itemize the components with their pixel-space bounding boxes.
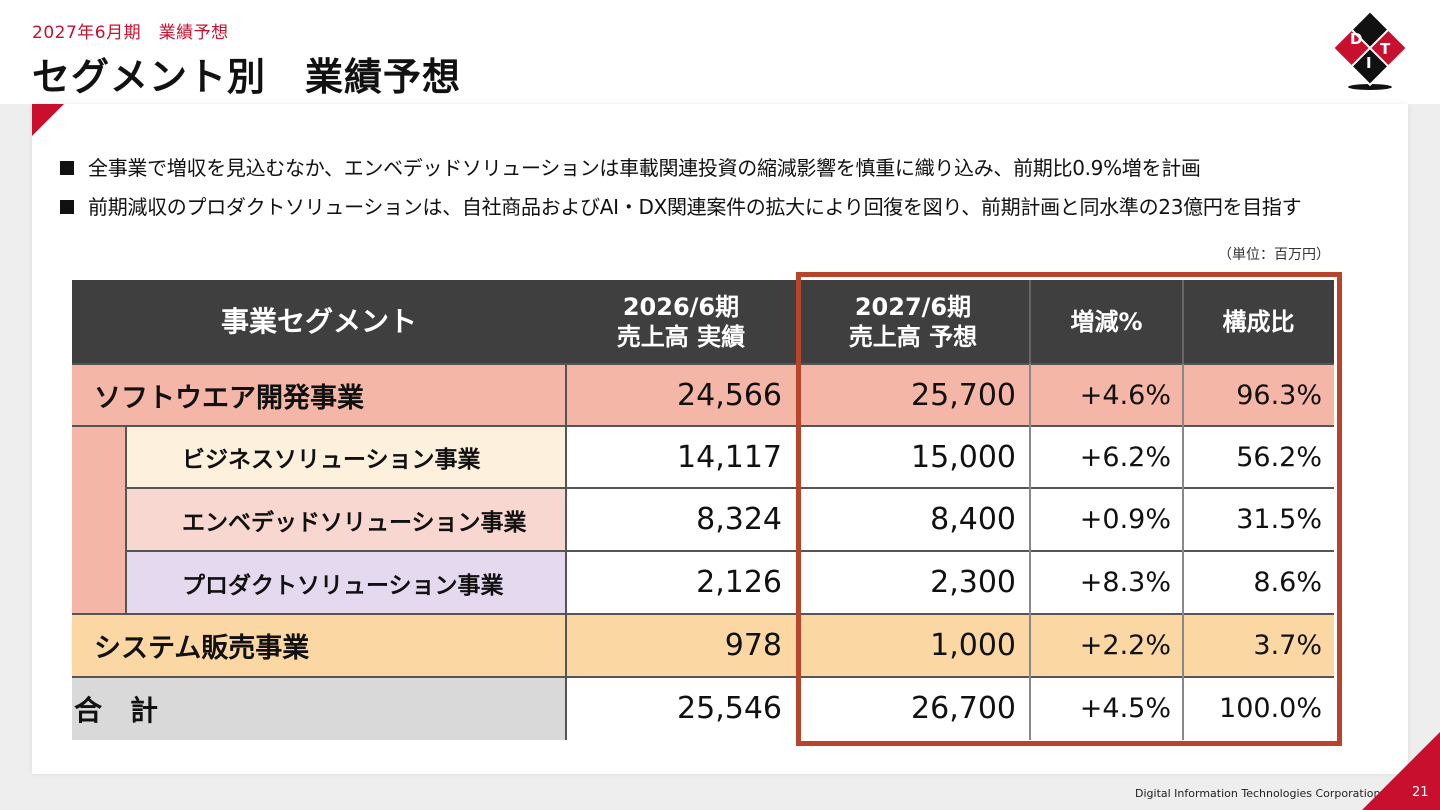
header-bar: 2027年6月期 業績予想 セグメント別 業績予想 D I T xyxy=(0,0,1440,104)
row-system-actual: 978 xyxy=(566,614,796,677)
bullet-text: 前期減収のプロダクトソリューションは、自社商品およびAI・DX関連案件の拡大によ… xyxy=(88,195,1302,219)
row-product-label: プロダクトソリューション事業 xyxy=(126,551,566,614)
header-actual-line2: 売上高 実績 xyxy=(616,323,746,351)
row-embedded-actual: 8,324 xyxy=(566,488,796,551)
row-business-change: +6.2% xyxy=(1030,426,1183,488)
table-divider xyxy=(1029,364,1031,740)
row-software-ratio: 96.3% xyxy=(1183,364,1334,426)
row-total-actual: 25,546 xyxy=(566,677,796,740)
table-divider xyxy=(72,613,1334,615)
unit-note: （単位：百万円） xyxy=(1218,247,1330,263)
bullet-item-2: 前期減収のプロダクトソリューションは、自社商品およびAI・DX関連案件の拡大によ… xyxy=(60,191,1302,220)
row-software-label: ソフトウエア開発事業 xyxy=(72,364,566,426)
row-system-change: +2.2% xyxy=(1030,614,1183,677)
row-business-actual: 14,117 xyxy=(566,426,796,488)
row-total-ratio: 100.0% xyxy=(1183,677,1334,740)
svg-text:T: T xyxy=(1380,40,1391,58)
row-embedded-change: +0.9% xyxy=(1030,488,1183,551)
table-divider xyxy=(565,364,567,740)
header-actual: 2026/6期 売上高 実績 xyxy=(566,280,796,364)
row-software-actual: 24,566 xyxy=(566,364,796,426)
header-forecast-line1: 2027/6期 xyxy=(854,293,972,321)
table-divider xyxy=(126,550,1334,552)
svg-text:D: D xyxy=(1350,30,1362,48)
dit-logo: D I T xyxy=(1331,12,1409,90)
software-group-band xyxy=(72,426,126,614)
header-segment: 事業セグメント xyxy=(72,280,566,364)
row-system-ratio: 3.7% xyxy=(1183,614,1334,677)
row-business-forecast: 15,000 xyxy=(796,426,1030,488)
page-corner-accent xyxy=(1362,732,1440,810)
corner-accent xyxy=(32,104,64,136)
bullet-square-icon xyxy=(60,200,74,214)
row-total-forecast: 26,700 xyxy=(796,677,1030,740)
row-system-label: システム販売事業 xyxy=(72,614,566,677)
table-divider xyxy=(72,425,1334,427)
header-forecast: 2027/6期 売上高 予想 xyxy=(796,280,1030,364)
row-product-forecast: 2,300 xyxy=(796,551,1030,614)
page-subtitle: 2027年6月期 業績予想 xyxy=(32,23,229,43)
row-system-forecast: 1,000 xyxy=(796,614,1030,677)
bullet-item-1: 全事業で増収を見込むなか、エンベデッドソリューションは車載関連投資の縮減影響を慎… xyxy=(60,152,1201,181)
bullet-square-icon xyxy=(60,161,74,175)
table-divider xyxy=(1029,280,1031,364)
header-ratio: 構成比 xyxy=(1183,280,1334,364)
table-divider xyxy=(125,425,127,614)
row-product-ratio: 8.6% xyxy=(1183,551,1334,614)
row-software-forecast: 25,700 xyxy=(796,364,1030,426)
row-embedded-ratio: 31.5% xyxy=(1183,488,1334,551)
row-total-change: +4.5% xyxy=(1030,677,1183,740)
footer-company: Digital Information Technologies Corpora… xyxy=(1135,787,1384,800)
row-business-ratio: 56.2% xyxy=(1183,426,1334,488)
row-product-actual: 2,126 xyxy=(566,551,796,614)
bullet-text: 全事業で増収を見込むなか、エンベデッドソリューションは車載関連投資の縮減影響を慎… xyxy=(88,156,1201,180)
header-change: 増減% xyxy=(1030,280,1183,364)
svg-text:I: I xyxy=(1366,54,1372,72)
header-forecast-line2: 売上高 予想 xyxy=(848,323,978,351)
row-embedded-forecast: 8,400 xyxy=(796,488,1030,551)
row-product-change: +8.3% xyxy=(1030,551,1183,614)
row-total-label: 合 計 xyxy=(72,677,566,740)
table-divider xyxy=(1182,280,1184,364)
segment-table: 事業セグメント 2026/6期 売上高 実績 2027/6期 売上高 予想 増減… xyxy=(72,280,1334,740)
table-divider xyxy=(1182,364,1184,740)
row-embedded-label: エンベデッドソリューション事業 xyxy=(126,488,566,551)
table-divider xyxy=(72,676,1334,678)
page-title: セグメント別 業績予想 xyxy=(32,55,462,99)
page-number: 21 xyxy=(1412,785,1429,800)
row-software-change: +4.6% xyxy=(1030,364,1183,426)
table-divider xyxy=(72,363,1334,365)
table-divider xyxy=(126,487,1334,489)
row-business-label: ビジネスソリューション事業 xyxy=(126,426,566,488)
header-actual-line1: 2026/6期 xyxy=(622,293,740,321)
